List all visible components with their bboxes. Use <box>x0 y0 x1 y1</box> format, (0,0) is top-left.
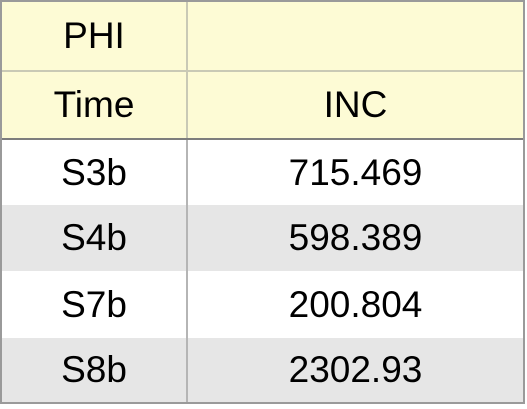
time-cell: S3b <box>2 140 188 205</box>
column-header-time: Time <box>2 72 188 138</box>
inc-cell: 200.804 <box>288 283 423 325</box>
column-header-inc: INC <box>323 84 388 125</box>
table-row: S4b 598.389 <box>2 205 523 271</box>
header-cell-empty <box>188 2 523 70</box>
time-cell: S7b <box>2 271 188 338</box>
table-row: S8b 2302.93 <box>2 338 523 402</box>
header-row-group: PHI <box>2 2 523 72</box>
header-row-columns: Time INC <box>2 72 523 140</box>
time-cell: S8b <box>2 338 188 402</box>
inc-cell: 598.389 <box>288 217 423 258</box>
table-row: S3b 715.469 <box>2 140 523 205</box>
time-cell: S4b <box>2 205 188 271</box>
table-row: S7b 200.804 <box>2 271 523 338</box>
header-cell-group-label: PHI <box>2 2 188 70</box>
inc-cell: 715.469 <box>288 151 423 193</box>
inc-cell: 2302.93 <box>288 349 423 390</box>
